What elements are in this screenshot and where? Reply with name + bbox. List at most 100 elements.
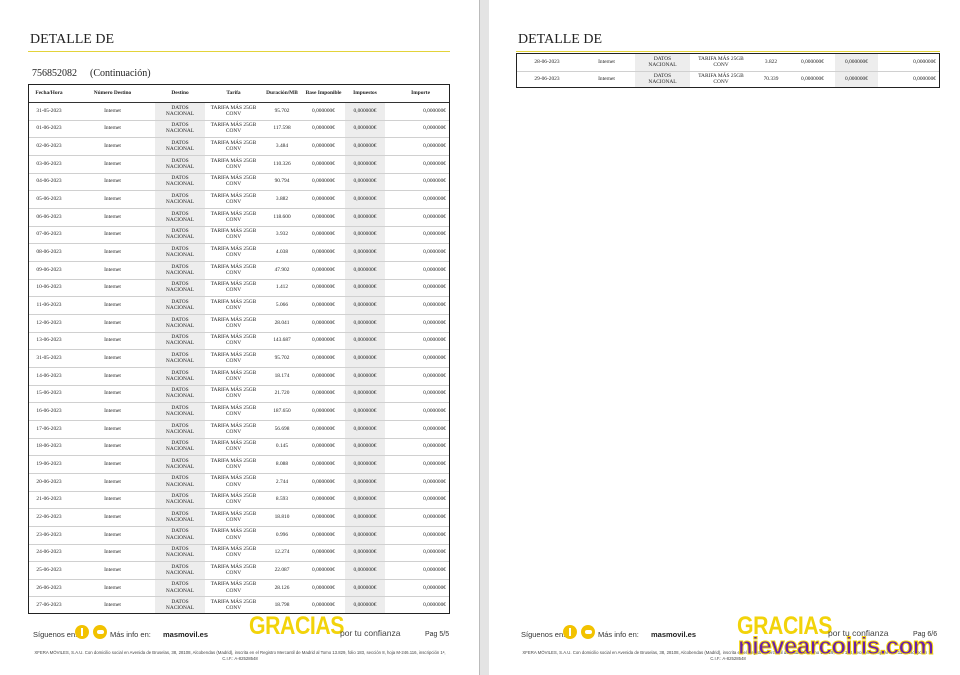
table-cell: TARIFA MÁS 25GB CONV	[210, 422, 257, 435]
row-rule	[28, 508, 450, 510]
table-cell: TARIFA MÁS 25GB CONV	[210, 581, 257, 594]
table-cell: 29-06-2023	[534, 76, 560, 83]
table-cell: 18.174	[274, 372, 290, 379]
table-cell: 09-06-2023	[36, 266, 62, 273]
table-cell: DATOS NACIONAL	[165, 581, 195, 594]
table-cell: Internet	[104, 549, 121, 556]
table-cell: DATOS NACIONAL	[165, 422, 195, 435]
table-cell: Internet	[104, 354, 121, 361]
table-cell: Internet	[104, 337, 121, 344]
table-cell: 0,000000€	[801, 58, 824, 65]
table-cell: 0,000000€	[353, 372, 377, 379]
header-cell: Fecha/Hora	[35, 89, 63, 96]
table-cell: Internet	[104, 407, 121, 414]
table-cell: 187.650	[273, 407, 291, 414]
table-border	[516, 53, 940, 88]
table-cell: 0,000000€	[353, 160, 377, 167]
table-cell: TARIFA MÁS 25GB CONV	[210, 528, 257, 541]
table-cell: DATOS NACIONAL	[165, 493, 195, 506]
row-rule	[28, 154, 450, 156]
page-title: DETALLE DE	[30, 32, 115, 47]
table-cell: 0,000000€	[353, 443, 377, 450]
table-cell: 0,000000€	[353, 549, 377, 556]
table-cell: TARIFA MÁS 25GB CONV	[210, 192, 257, 206]
column-shade	[345, 102, 385, 615]
header-cell: Impuestos	[353, 89, 377, 96]
watermark: nievearcoiris.com	[738, 633, 935, 661]
table-cell: Internet	[104, 478, 121, 485]
table-cell: 0,000000€	[312, 407, 335, 414]
table-cell: 95.702	[274, 354, 290, 361]
table-cell: TARIFA MÁS 25GB CONV	[210, 440, 257, 453]
table-cell: 0,000000€	[423, 513, 446, 520]
table-cell: 0,000000€	[312, 443, 335, 450]
table-cell: DATOS NACIONAL	[165, 228, 195, 241]
table-cell: Internet	[104, 443, 121, 450]
row-rule	[28, 119, 450, 121]
table-cell: 0,000000€	[423, 566, 446, 573]
continuation: (Continuación)	[90, 68, 151, 79]
table-cell: 22.087	[274, 566, 290, 573]
table-cell: DATOS NACIONAL	[165, 475, 195, 488]
table-cell: 0,000000€	[423, 460, 446, 467]
header-cell: Destino	[171, 89, 189, 96]
row-rule	[516, 70, 940, 72]
table-cell: 0,000000€	[423, 407, 446, 414]
table-cell: 12-06-2023	[36, 319, 62, 326]
table-cell: 3.484	[275, 143, 289, 150]
table-cell: 17-06-2023	[36, 425, 62, 432]
table-cell: 21.720	[274, 390, 290, 397]
table-cell: 3.932	[275, 231, 289, 238]
table-cell: 0,000000€	[913, 58, 936, 65]
table-cell: 0,000000€	[353, 213, 377, 220]
table-cell: 110.326	[273, 160, 291, 167]
table-cell: Internet	[104, 425, 121, 432]
row-rule	[28, 207, 450, 209]
table-cell: 0,000000€	[353, 478, 377, 485]
table-cell: Internet	[104, 602, 121, 609]
table-cell: Internet	[104, 196, 121, 203]
legal-text: XFERA MÓVILES, S.A.U. Con domicilio soci…	[522, 650, 934, 661]
table-cell: TARIFA MÁS 25GB CONV	[698, 73, 744, 86]
table-cell: DATOS NACIONAL	[165, 387, 195, 400]
table-cell: 06-06-2023	[36, 213, 62, 220]
table-cell: DATOS NACIONAL	[165, 139, 195, 153]
table-cell: TARIFA MÁS 25GB CONV	[210, 493, 257, 506]
table-cell: 0,000000€	[423, 425, 446, 432]
table-cell: Internet	[104, 213, 121, 220]
table-cell: DATOS NACIONAL	[165, 599, 195, 612]
table-cell: DATOS NACIONAL	[648, 73, 677, 86]
table-cell: 0,000000€	[423, 107, 446, 114]
table-cell: 0,000000€	[312, 231, 335, 238]
table-cell: DATOS NACIONAL	[165, 281, 195, 294]
table-cell: 12.274	[274, 549, 290, 556]
row-rule	[28, 225, 450, 227]
table-cell: Internet	[598, 58, 615, 65]
table-cell: 1.412	[275, 284, 289, 291]
table-cell: 0,000000€	[312, 425, 335, 432]
table-cell: 13-06-2023	[36, 337, 62, 344]
table-cell: 20-06-2023	[36, 478, 62, 485]
twitter-icon	[581, 625, 595, 639]
table-cell: 0,000000€	[312, 478, 335, 485]
table-cell: TARIFA MÁS 25GB CONV	[210, 404, 257, 418]
table-cell: TARIFA MÁS 25GB CONV	[210, 546, 257, 559]
table-cell: 4.038	[275, 248, 289, 255]
table-cell: 0,000000€	[423, 301, 446, 308]
table-cell: 07-06-2023	[36, 231, 62, 238]
table-cell: 0,000000€	[423, 602, 446, 609]
table-cell: DATOS NACIONAL	[648, 55, 677, 68]
table-cell: TARIFA MÁS 25GB CONV	[698, 55, 744, 68]
table-cell: 25-06-2023	[36, 566, 62, 573]
table-cell: 0,000000€	[423, 266, 446, 273]
table-cell: 0,000000€	[423, 125, 446, 132]
table-cell: 0,000000€	[423, 337, 446, 344]
table-cell: 0,000000€	[423, 478, 446, 485]
table-cell: 70.339	[763, 76, 779, 83]
table-cell: 0,000000€	[353, 266, 377, 273]
row-rule	[28, 490, 450, 492]
table-cell: DATOS NACIONAL	[165, 563, 195, 576]
table-cell: 0,000000€	[353, 496, 377, 503]
table-cell: DATOS NACIONAL	[165, 528, 195, 541]
header-cell: Número Destino	[93, 89, 132, 96]
